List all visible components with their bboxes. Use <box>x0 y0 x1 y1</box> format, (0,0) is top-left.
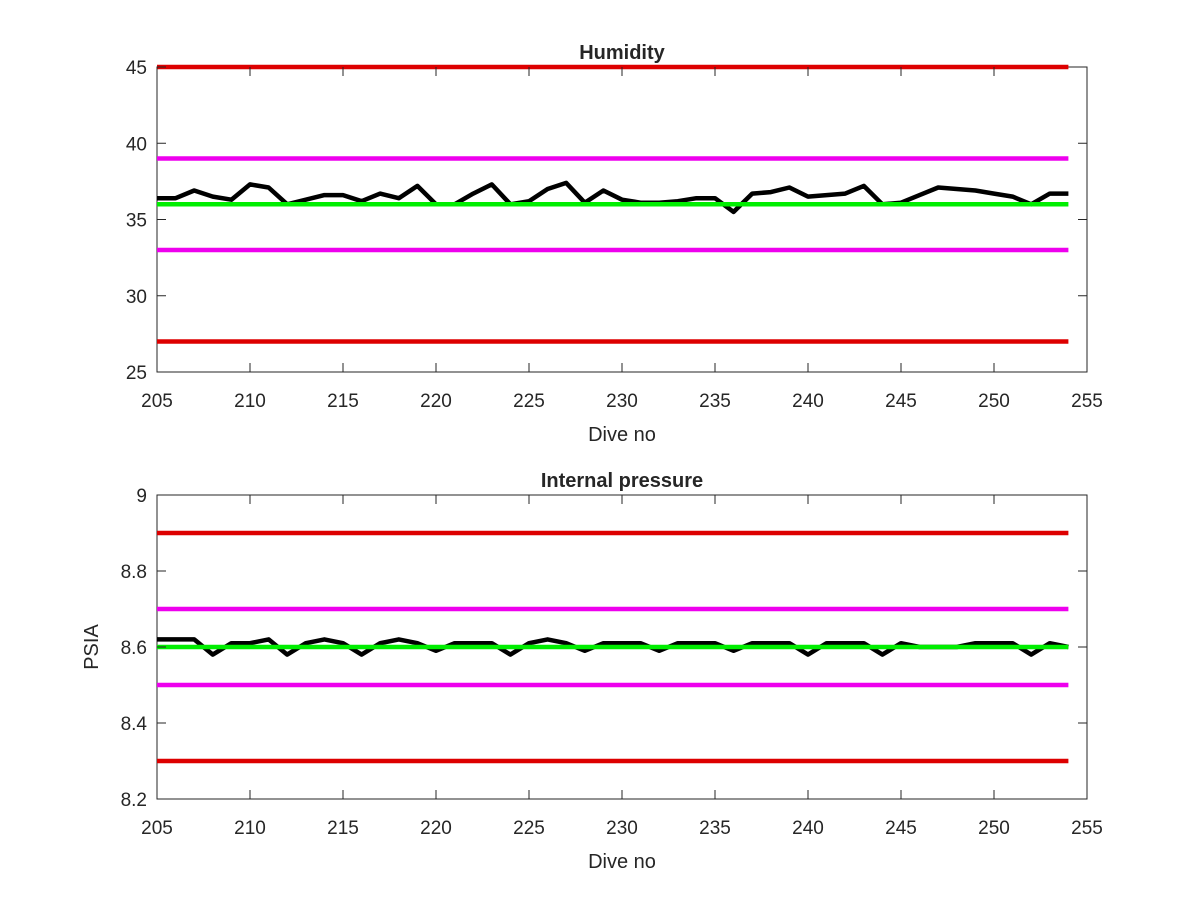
x-tick-label: 225 <box>513 818 545 839</box>
x-axis-label: Dive no <box>588 424 656 446</box>
y-axis-label: PSIA <box>81 624 103 670</box>
x-tick-label: 205 <box>141 391 173 412</box>
x-tick-label: 205 <box>141 818 173 839</box>
chart-panel-2: 205 210 215 220 225 230 235 240 245 250 255 8.2 8.4 8… <box>81 470 1103 873</box>
y-tick-label: 25 <box>126 363 147 384</box>
x-tick-label: 220 <box>420 391 452 412</box>
y-tick-label: 8.4 <box>121 714 148 735</box>
y-tick-label: 8.2 <box>121 790 147 811</box>
x-tick-label: 235 <box>699 818 731 839</box>
chart-title: Humidity <box>579 42 665 64</box>
y-tick-label: 8.8 <box>121 562 147 583</box>
x-axis-label: Dive no <box>588 851 656 873</box>
x-tick-label: 235 <box>699 391 731 412</box>
x-tick-label: 250 <box>978 818 1010 839</box>
y-tick-label: 45 <box>126 58 147 79</box>
x-tick-label: 225 <box>513 391 545 412</box>
y-tick-label: 9 <box>136 486 147 507</box>
y-tick-label: 35 <box>126 211 147 232</box>
x-tick-label: 250 <box>978 391 1010 412</box>
data-series-line <box>157 180 1069 215</box>
x-tick-label: 240 <box>792 818 824 839</box>
x-tick-label: 215 <box>327 818 359 839</box>
x-tick-label: 210 <box>234 818 266 839</box>
x-tick-label: 255 <box>1071 818 1103 839</box>
x-tick-label: 245 <box>885 391 917 412</box>
axes-box <box>156 66 1088 373</box>
x-tick-label: 210 <box>234 391 266 412</box>
y-tick-label: 40 <box>126 134 147 155</box>
chart-panel-1: 205 210 215 220 225 230 235 240 245 250 255 25 30 35 4… <box>126 42 1103 446</box>
x-tick-label: 230 <box>606 391 638 412</box>
x-tick-label: 215 <box>327 391 359 412</box>
y-tick-label: 8.6 <box>121 638 147 659</box>
y-tick-label: 30 <box>126 287 147 308</box>
x-tick-label: 230 <box>606 818 638 839</box>
x-tick-label: 255 <box>1071 391 1103 412</box>
x-tick-label: 245 <box>885 818 917 839</box>
chart-title: Internal pressure <box>541 470 703 492</box>
x-tick-label: 240 <box>792 391 824 412</box>
x-tick-label: 220 <box>420 818 452 839</box>
